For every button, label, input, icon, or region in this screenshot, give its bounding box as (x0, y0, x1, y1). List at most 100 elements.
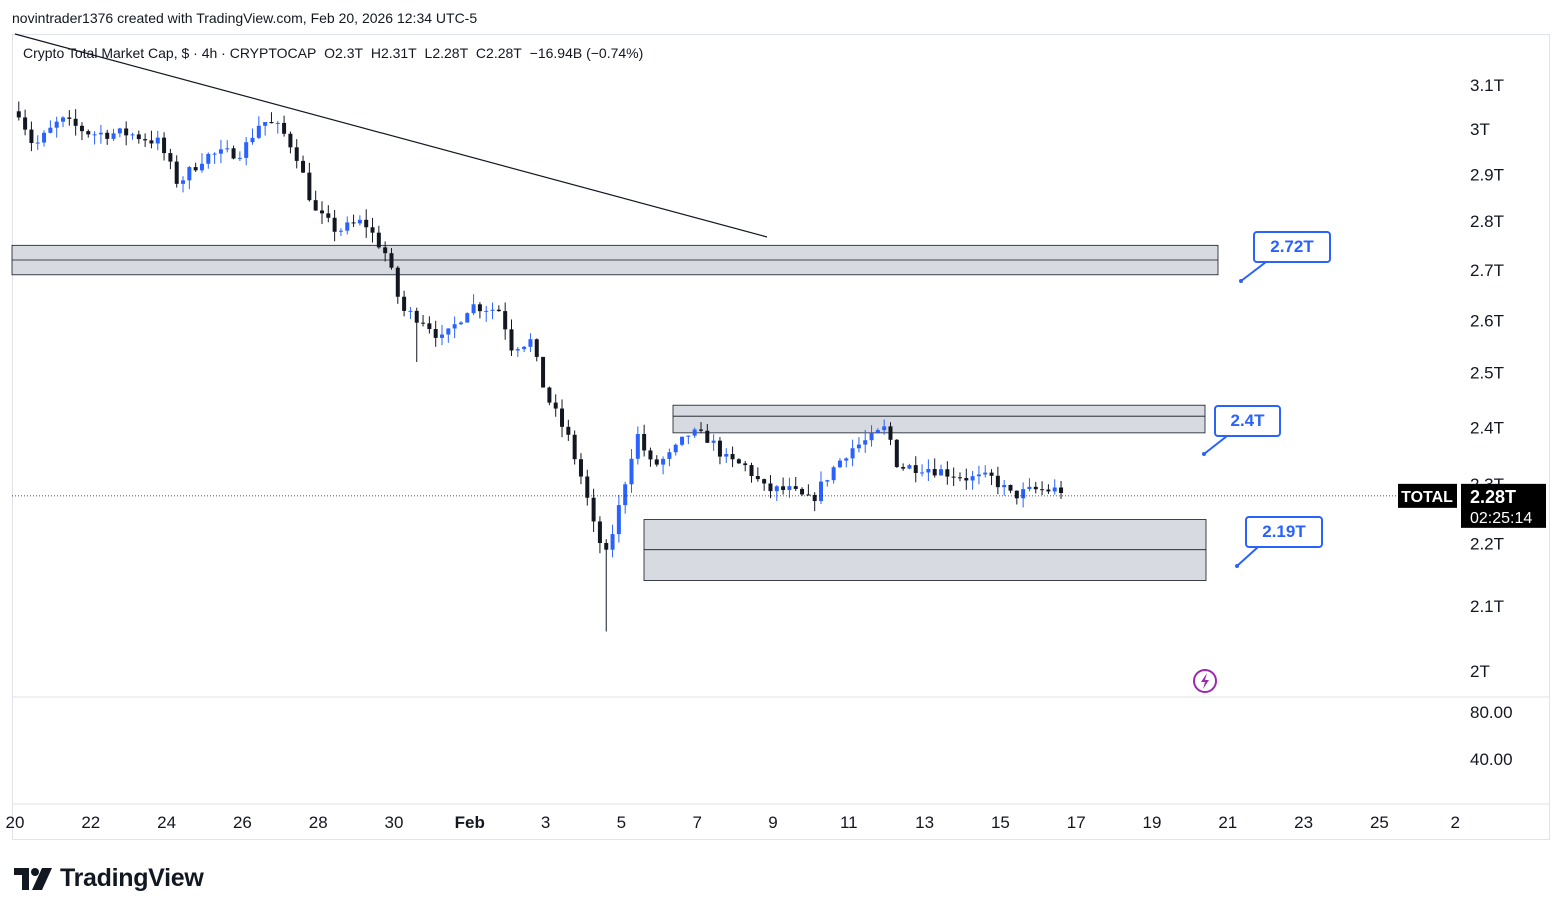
candle-body (932, 469, 937, 476)
candle-body (48, 127, 53, 133)
candle-body (73, 118, 78, 126)
candle-body (553, 402, 558, 409)
y-tick-label: 2.9T (1470, 165, 1504, 184)
candle-body (705, 430, 710, 443)
chart-frame (12, 34, 1550, 840)
candle-body (957, 477, 962, 479)
candle-body (970, 476, 975, 481)
price-callout[interactable]: 2.19T (1235, 516, 1323, 568)
candle-body (149, 140, 154, 144)
legend-high-label: H (370, 45, 381, 61)
zone-box[interactable] (672, 404, 1206, 434)
candle-body (105, 132, 110, 139)
legend-change: −16.94B (−0.74%) (529, 45, 644, 61)
candle-body (509, 329, 514, 351)
candle-body (168, 153, 173, 162)
candle-body (237, 157, 242, 159)
candle-body (1052, 487, 1057, 492)
candle-body (800, 488, 805, 495)
candle-body (882, 426, 887, 431)
candle-body (503, 311, 508, 330)
x-tick-label: 24 (157, 813, 176, 832)
x-tick-label: 17 (1067, 813, 1086, 832)
candle-body (964, 478, 969, 481)
legend-high: 2.31T (380, 45, 417, 61)
candle-body (389, 253, 394, 268)
candle-body (983, 472, 988, 475)
candle-body (597, 521, 602, 544)
candle-body (440, 334, 445, 338)
candle-body (629, 458, 634, 485)
tradingview-logo[interactable]: TradingView (14, 864, 204, 893)
callout-box (1253, 231, 1331, 263)
candle-body (768, 483, 773, 492)
candle-body (338, 230, 343, 232)
candle-body (515, 349, 520, 351)
price-callout[interactable]: 2.4T (1202, 405, 1281, 456)
callout-pointer (1240, 261, 1278, 282)
candle-body (294, 147, 299, 161)
x-tick-label: 23 (1294, 813, 1313, 832)
legend-title: Crypto Total Market Cap, $ · 4h · CRYPTO… (23, 45, 317, 61)
callout-pointer (1203, 435, 1239, 455)
candle-body (332, 217, 337, 232)
candle-body (856, 444, 861, 449)
bar-countdown-label: 02:25:14 (1470, 510, 1532, 527)
legend-open-label: O (324, 45, 336, 61)
y-tick-label: 3.1T (1470, 76, 1504, 95)
candle-body (717, 440, 722, 457)
price-callout[interactable]: 2.72T (1239, 231, 1331, 283)
trendline[interactable] (14, 33, 768, 238)
candle-body (1008, 484, 1013, 491)
candle-body (414, 310, 419, 323)
candle-body (269, 122, 274, 124)
candle-body (692, 429, 697, 436)
x-tick-label: 25 (1370, 813, 1389, 832)
annotations-layer: 2.72T 2.4T 2.19T (1202, 231, 1331, 568)
chart-legend: Crypto Total Market Cap, $ · 4h · CRYPTO… (23, 45, 643, 61)
axes-layer: 3.1T3T2.9T2.8T2.7T2.6T2.5T2.4T2.3T2.2T2.… (6, 76, 1550, 832)
candle-body (787, 486, 792, 490)
candle-body (313, 200, 318, 211)
candle-body (888, 426, 893, 440)
y-tick-label: 2.7T (1470, 261, 1504, 280)
candle-body (616, 505, 621, 535)
callout-box (1245, 516, 1323, 548)
indicator-tick-label: 80.00 (1470, 703, 1513, 722)
candle-body (762, 479, 767, 484)
x-tick-label: 5 (617, 813, 626, 832)
x-tick-label: 9 (768, 813, 777, 832)
candle-body (376, 232, 381, 248)
candle-body (901, 467, 906, 469)
candle-body (610, 534, 615, 550)
candle-body (541, 356, 546, 388)
candle-body (648, 450, 653, 460)
candle-body (124, 128, 129, 136)
x-tick-label: 3 (541, 813, 550, 832)
candle-body (819, 481, 824, 502)
candle-body (357, 219, 362, 224)
candle-body (187, 167, 192, 181)
y-tick-label: 2.8T (1470, 212, 1504, 231)
candle-body (484, 310, 489, 312)
candle-body (206, 153, 211, 164)
candle-body (736, 459, 741, 464)
candle-body (364, 219, 369, 228)
candle-body (1027, 486, 1032, 490)
candle-body (111, 133, 116, 139)
candle-body (642, 434, 647, 451)
candle-body (326, 213, 331, 218)
callout-label: 2.4T (1230, 411, 1265, 430)
x-tick-label: 15 (991, 813, 1010, 832)
candle-body (35, 142, 40, 144)
candle-body (667, 452, 672, 459)
tradingview-logo-icon (14, 867, 52, 890)
candle-body (698, 429, 703, 431)
candle-body (623, 484, 628, 506)
lightning-icon[interactable] (1193, 669, 1217, 693)
candle-body (319, 210, 324, 214)
candle-body (218, 149, 223, 154)
candle-body (806, 494, 811, 496)
candle-body (875, 430, 880, 433)
